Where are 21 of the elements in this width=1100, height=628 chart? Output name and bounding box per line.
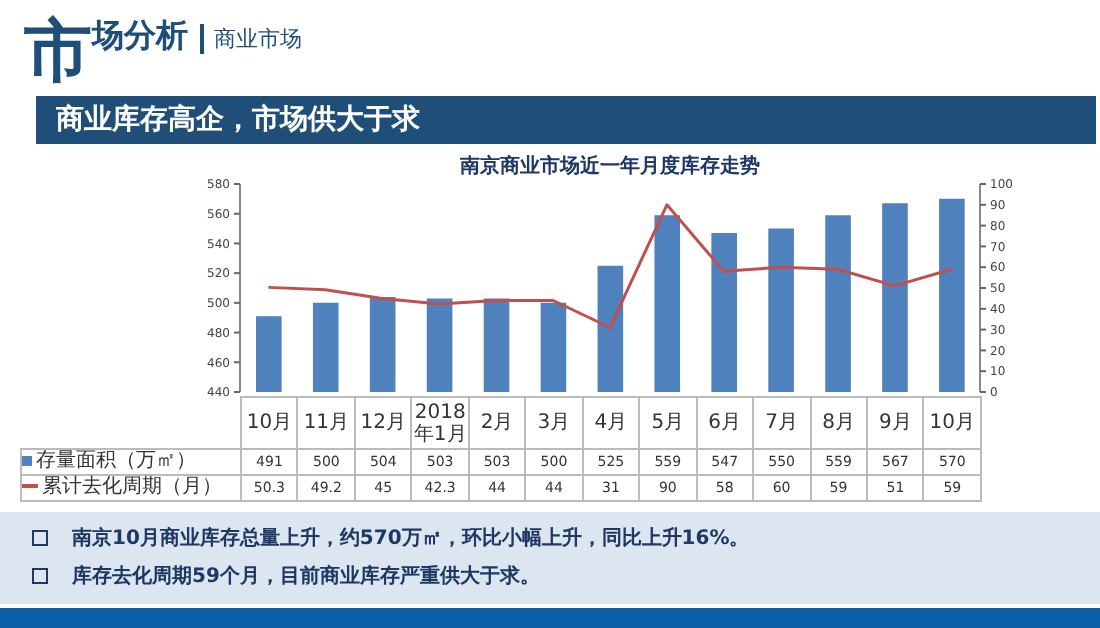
x-tick-label: 3月 bbox=[525, 397, 583, 449]
text: 商业市场 bbox=[200, 24, 302, 54]
text: 商业库存高企，市场供大于求 bbox=[36, 96, 1096, 144]
x-tick-label: 8月 bbox=[810, 397, 867, 449]
x-tick-label: 10月 bbox=[923, 397, 981, 449]
x-tick-label: 9月 bbox=[866, 397, 924, 449]
x-tick-label: 12月 bbox=[354, 397, 412, 449]
x-tick-label: 7月 bbox=[753, 397, 811, 449]
line-series bbox=[266, 203, 954, 330]
x-tick-label: 10月 bbox=[241, 397, 298, 449]
x-tick-label: 5月 bbox=[639, 397, 697, 449]
x-tick-label: 4月 bbox=[582, 397, 640, 449]
x-tick-label: 2月 bbox=[468, 397, 526, 449]
x-tick-label: 11月 bbox=[297, 397, 355, 449]
legend-label: 存量面积（万㎡） bbox=[36, 450, 196, 472]
chart-title: 南京商业市场近一年月度库存走势 bbox=[458, 152, 762, 180]
text: 库存去化周期59个月，目前商业库存严重供大于求。 bbox=[72, 562, 540, 590]
x-tick-label: 6月 bbox=[696, 397, 754, 449]
x-tick-label: 2018年1月 bbox=[411, 397, 469, 449]
legend-label: 累计去化周期（月） bbox=[42, 476, 222, 498]
text: 南京10月商业库存总量上升，约570万㎡，环比小幅上升，同比上升16%。 bbox=[72, 524, 750, 552]
